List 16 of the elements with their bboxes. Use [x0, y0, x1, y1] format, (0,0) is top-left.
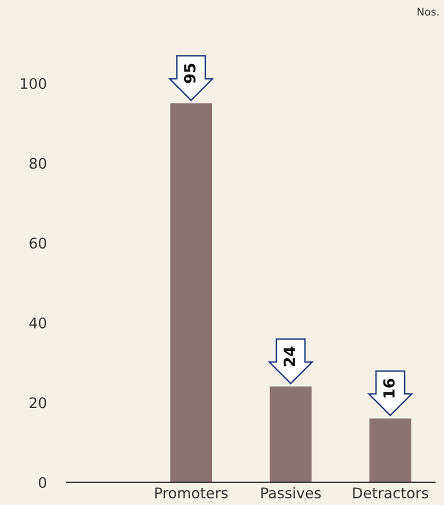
text: Nos.: [418, 8, 438, 16]
data-label: 95: [184, 64, 196, 84]
y-tick-label: 60: [30, 238, 46, 249]
y-tick-label: 100: [20, 78, 46, 90]
y-tick-label: 0: [38, 476, 46, 488]
y-tick-label: 20: [30, 397, 46, 408]
y-tick-label: 40: [29, 317, 46, 328]
x-tick-label: Promoters: [155, 488, 228, 498]
data-label: 16: [383, 378, 395, 398]
bar: [170, 103, 212, 482]
x-tick-label: Detractors: [353, 488, 428, 498]
bar: [270, 386, 312, 482]
y-tick-label: 80: [30, 158, 46, 169]
bar: [369, 418, 412, 482]
data-label: 24: [284, 346, 295, 366]
x-tick-label: Passives: [261, 487, 321, 498]
